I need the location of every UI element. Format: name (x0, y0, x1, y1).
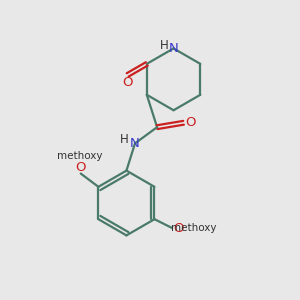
Text: methoxy: methoxy (172, 223, 217, 233)
Text: O: O (122, 76, 132, 89)
Text: N: N (169, 42, 178, 55)
Text: methoxy: methoxy (57, 152, 103, 161)
Text: H: H (160, 39, 169, 52)
Text: O: O (173, 221, 184, 235)
Text: O: O (75, 160, 86, 174)
Text: O: O (185, 116, 195, 129)
Text: N: N (130, 137, 140, 150)
Text: H: H (120, 133, 129, 146)
